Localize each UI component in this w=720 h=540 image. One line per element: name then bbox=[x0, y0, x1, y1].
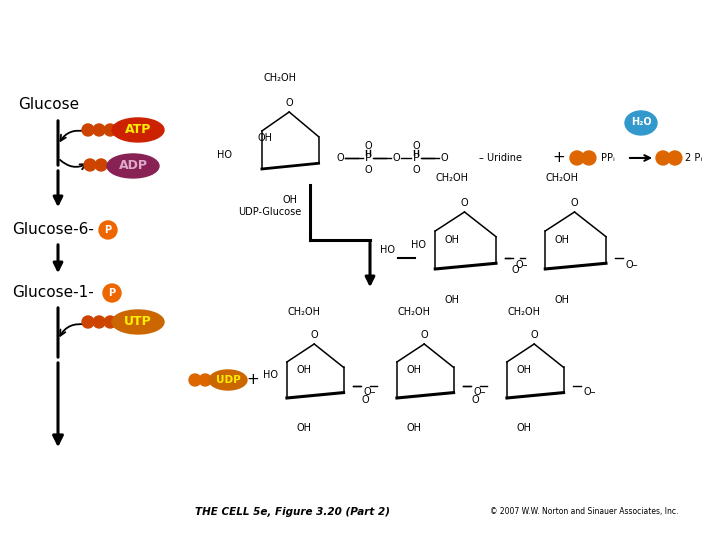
Circle shape bbox=[82, 316, 94, 328]
Text: O: O bbox=[511, 265, 519, 275]
Text: O–: O– bbox=[515, 260, 528, 270]
Text: O: O bbox=[285, 98, 293, 108]
Text: © 2007 W.W. Norton and Sinauer Associates, Inc.: © 2007 W.W. Norton and Sinauer Associate… bbox=[490, 508, 678, 516]
Ellipse shape bbox=[107, 154, 159, 178]
Text: HO: HO bbox=[410, 240, 426, 250]
Text: Glucose-6-: Glucose-6- bbox=[12, 222, 94, 238]
Text: OH: OH bbox=[297, 365, 312, 375]
Text: – Uridine: – Uridine bbox=[479, 153, 522, 163]
Text: O: O bbox=[412, 141, 420, 151]
Text: CH₂OH: CH₂OH bbox=[546, 173, 578, 183]
Text: O: O bbox=[392, 153, 400, 163]
Text: Figure 3.20  Synthesis of polysaccharides (Part 1): Figure 3.20 Synthesis of polysaccharides… bbox=[7, 15, 405, 30]
Text: P: P bbox=[364, 153, 372, 163]
Text: OH: OH bbox=[282, 195, 297, 205]
Text: O: O bbox=[336, 153, 344, 163]
Circle shape bbox=[104, 316, 116, 328]
Text: CH₂OH: CH₂OH bbox=[436, 173, 469, 183]
Text: O: O bbox=[461, 198, 468, 208]
Ellipse shape bbox=[209, 370, 247, 390]
Text: Glucose: Glucose bbox=[18, 97, 79, 112]
Circle shape bbox=[99, 221, 117, 239]
Circle shape bbox=[656, 151, 670, 165]
Text: CH₂OH: CH₂OH bbox=[508, 307, 541, 317]
Text: CH₂OH: CH₂OH bbox=[397, 307, 431, 317]
Text: O–: O– bbox=[473, 387, 485, 397]
Text: H₂O: H₂O bbox=[631, 117, 652, 127]
Text: OH: OH bbox=[258, 133, 272, 143]
Text: OH: OH bbox=[407, 423, 421, 433]
Text: O–: O– bbox=[363, 387, 376, 397]
Text: O: O bbox=[364, 141, 372, 151]
Circle shape bbox=[570, 151, 584, 165]
Text: O: O bbox=[361, 395, 369, 405]
Text: O–: O– bbox=[583, 387, 595, 397]
Text: O: O bbox=[471, 395, 479, 405]
Circle shape bbox=[93, 316, 105, 328]
Circle shape bbox=[95, 159, 107, 171]
Text: UDP-Glucose: UDP-Glucose bbox=[238, 207, 302, 217]
Text: ADP: ADP bbox=[119, 159, 148, 172]
Text: OH: OH bbox=[407, 365, 421, 375]
Text: 2 Pᵢ: 2 Pᵢ bbox=[685, 153, 702, 163]
Text: P: P bbox=[413, 153, 419, 163]
Text: O: O bbox=[420, 330, 428, 340]
Text: UTP: UTP bbox=[124, 315, 152, 328]
Text: O: O bbox=[310, 330, 318, 340]
Text: CH₂OH: CH₂OH bbox=[264, 73, 297, 83]
Circle shape bbox=[84, 159, 96, 171]
Text: Glucose-1-: Glucose-1- bbox=[12, 286, 94, 300]
Text: OH: OH bbox=[444, 235, 459, 245]
Circle shape bbox=[199, 374, 211, 386]
Ellipse shape bbox=[112, 310, 164, 334]
Circle shape bbox=[104, 124, 116, 136]
Circle shape bbox=[668, 151, 682, 165]
Text: OH: OH bbox=[516, 365, 531, 375]
Text: HO: HO bbox=[263, 370, 277, 380]
Text: HO: HO bbox=[380, 245, 395, 255]
Text: OH: OH bbox=[516, 423, 531, 433]
Text: PPᵢ: PPᵢ bbox=[601, 153, 615, 163]
Ellipse shape bbox=[625, 111, 657, 135]
Text: CH₂OH: CH₂OH bbox=[287, 307, 320, 317]
Text: OH: OH bbox=[444, 295, 459, 305]
Text: UDP: UDP bbox=[215, 375, 240, 385]
Text: THE CELL 5e, Figure 3.20 (Part 2): THE CELL 5e, Figure 3.20 (Part 2) bbox=[195, 507, 390, 517]
Text: O: O bbox=[571, 198, 578, 208]
Text: OH: OH bbox=[554, 235, 570, 245]
Ellipse shape bbox=[112, 118, 164, 142]
Text: +: + bbox=[247, 373, 259, 388]
Circle shape bbox=[103, 284, 121, 302]
Text: +: + bbox=[553, 151, 565, 165]
Text: O: O bbox=[440, 153, 448, 163]
Circle shape bbox=[582, 151, 596, 165]
Circle shape bbox=[93, 124, 105, 136]
Text: P: P bbox=[109, 288, 116, 298]
Circle shape bbox=[82, 124, 94, 136]
Text: O: O bbox=[412, 165, 420, 175]
Text: P: P bbox=[104, 225, 112, 235]
Text: O: O bbox=[364, 165, 372, 175]
Circle shape bbox=[189, 374, 201, 386]
Text: HO: HO bbox=[217, 150, 233, 160]
Text: O–: O– bbox=[625, 260, 637, 270]
Text: ATP: ATP bbox=[125, 124, 151, 137]
Text: OH: OH bbox=[297, 423, 312, 433]
Text: OH: OH bbox=[554, 295, 570, 305]
Text: O: O bbox=[531, 330, 538, 340]
